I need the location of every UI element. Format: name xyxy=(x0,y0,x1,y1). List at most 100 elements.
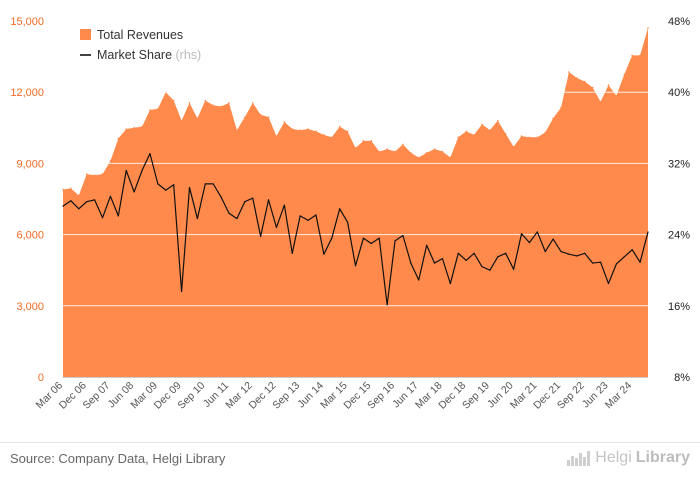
line-point-market-share xyxy=(410,262,412,264)
line-point-market-share xyxy=(62,205,64,207)
line-point-market-share xyxy=(133,191,135,193)
area-point-total-revenues xyxy=(552,117,554,120)
line-point-market-share xyxy=(441,258,444,260)
area-point-total-revenues xyxy=(196,117,199,120)
line-point-market-share xyxy=(220,196,222,198)
area-point-total-revenues xyxy=(449,156,452,159)
y-right-tick-label: 24% xyxy=(668,230,690,242)
line-point-market-share xyxy=(433,262,436,264)
area-point-total-revenues xyxy=(481,123,483,126)
area-point-total-revenues xyxy=(425,151,428,154)
line-point-market-share xyxy=(260,235,262,237)
area-point-total-revenues xyxy=(267,116,270,118)
line-point-market-share xyxy=(592,262,594,264)
x-tick-label: Sep 10 xyxy=(175,380,207,412)
area-point-total-revenues xyxy=(623,73,626,76)
line-point-market-share xyxy=(267,199,270,201)
line-point-market-share xyxy=(125,169,127,172)
line-point-market-share xyxy=(576,255,578,257)
line-point-market-share xyxy=(599,261,602,263)
area-point-total-revenues xyxy=(402,143,404,146)
area-point-total-revenues xyxy=(583,80,586,83)
line-point-market-share xyxy=(552,238,554,240)
y-right-tick-label: 32% xyxy=(668,158,690,170)
line-point-market-share xyxy=(346,221,349,223)
area-point-total-revenues xyxy=(220,105,222,108)
y-left-tick-label: 15,000 xyxy=(10,16,44,28)
area-point-total-revenues xyxy=(62,188,64,191)
line-point-market-share xyxy=(370,242,372,245)
area-point-total-revenues xyxy=(512,145,515,148)
area-point-total-revenues xyxy=(473,134,475,136)
area-point-total-revenues xyxy=(78,194,80,197)
source-note: Source: Company Data, Helgi Library xyxy=(10,451,226,466)
area-point-total-revenues xyxy=(346,130,349,133)
footer-divider xyxy=(0,442,700,443)
area-point-total-revenues xyxy=(133,127,135,129)
line-point-market-share xyxy=(94,199,96,201)
area-point-total-revenues xyxy=(157,108,159,110)
area-point-total-revenues xyxy=(180,119,183,122)
line-point-market-share xyxy=(615,263,617,265)
line-point-market-share xyxy=(481,266,483,268)
line-point-market-share xyxy=(560,250,562,253)
line-point-market-share xyxy=(465,259,467,262)
area-point-total-revenues xyxy=(647,27,649,29)
y-right-tick-label: 40% xyxy=(668,87,690,99)
area-point-total-revenues xyxy=(172,99,175,102)
line-point-market-share xyxy=(513,268,515,270)
area-point-total-revenues xyxy=(236,129,238,131)
area-point-total-revenues xyxy=(370,140,373,142)
area-point-total-revenues xyxy=(307,128,309,130)
line-point-market-share xyxy=(568,253,570,255)
line-point-market-share xyxy=(623,256,625,258)
area-point-total-revenues xyxy=(141,125,143,128)
line-point-market-share xyxy=(283,204,285,206)
y-right-tick-label: 48% xyxy=(668,16,690,28)
line-point-market-share xyxy=(165,189,167,191)
area-point-total-revenues xyxy=(410,151,412,154)
line-point-market-share xyxy=(354,265,357,267)
line-layer xyxy=(62,153,649,306)
area-point-total-revenues xyxy=(85,173,88,175)
area-point-total-revenues xyxy=(299,129,301,131)
y-left-tick-label: 6,000 xyxy=(16,230,44,242)
area-point-total-revenues xyxy=(544,131,547,134)
line-point-market-share xyxy=(418,279,420,281)
line-point-market-share xyxy=(157,183,159,185)
line-point-market-share xyxy=(544,250,546,253)
grid-layer xyxy=(63,20,648,307)
area-point-total-revenues xyxy=(204,99,207,102)
line-point-market-share xyxy=(78,208,80,210)
area-layer xyxy=(62,27,649,378)
x-tick-label: Sep 07 xyxy=(81,380,113,412)
area-point-total-revenues xyxy=(125,128,128,130)
y-right-tick-label: 8% xyxy=(674,372,690,384)
line-point-market-share xyxy=(497,256,499,258)
area-point-total-revenues xyxy=(631,54,633,57)
brand-logo: Helgi Library xyxy=(567,449,690,467)
line-point-market-share xyxy=(386,304,388,306)
line-point-market-share xyxy=(505,252,507,254)
line-point-market-share xyxy=(331,237,333,239)
area-point-total-revenues xyxy=(315,130,317,133)
line-point-market-share xyxy=(315,214,317,216)
area-point-total-revenues xyxy=(93,174,96,177)
area-point-total-revenues xyxy=(520,135,523,137)
line-point-market-share xyxy=(473,252,475,254)
area-point-total-revenues xyxy=(528,136,531,139)
line-point-market-share xyxy=(252,197,254,199)
series-area-total-revenues xyxy=(63,28,648,378)
line-point-market-share xyxy=(584,252,586,254)
area-point-total-revenues xyxy=(228,102,230,104)
line-point-market-share xyxy=(196,217,198,220)
area-point-total-revenues xyxy=(101,173,104,175)
area-point-total-revenues xyxy=(354,147,357,149)
area-point-total-revenues xyxy=(338,125,341,128)
area-point-total-revenues xyxy=(378,150,381,153)
line-point-market-share xyxy=(188,186,191,189)
line-point-market-share xyxy=(149,153,151,155)
line-point-market-share xyxy=(402,234,404,237)
line-point-market-share xyxy=(528,242,531,244)
line-point-market-share xyxy=(204,183,206,185)
